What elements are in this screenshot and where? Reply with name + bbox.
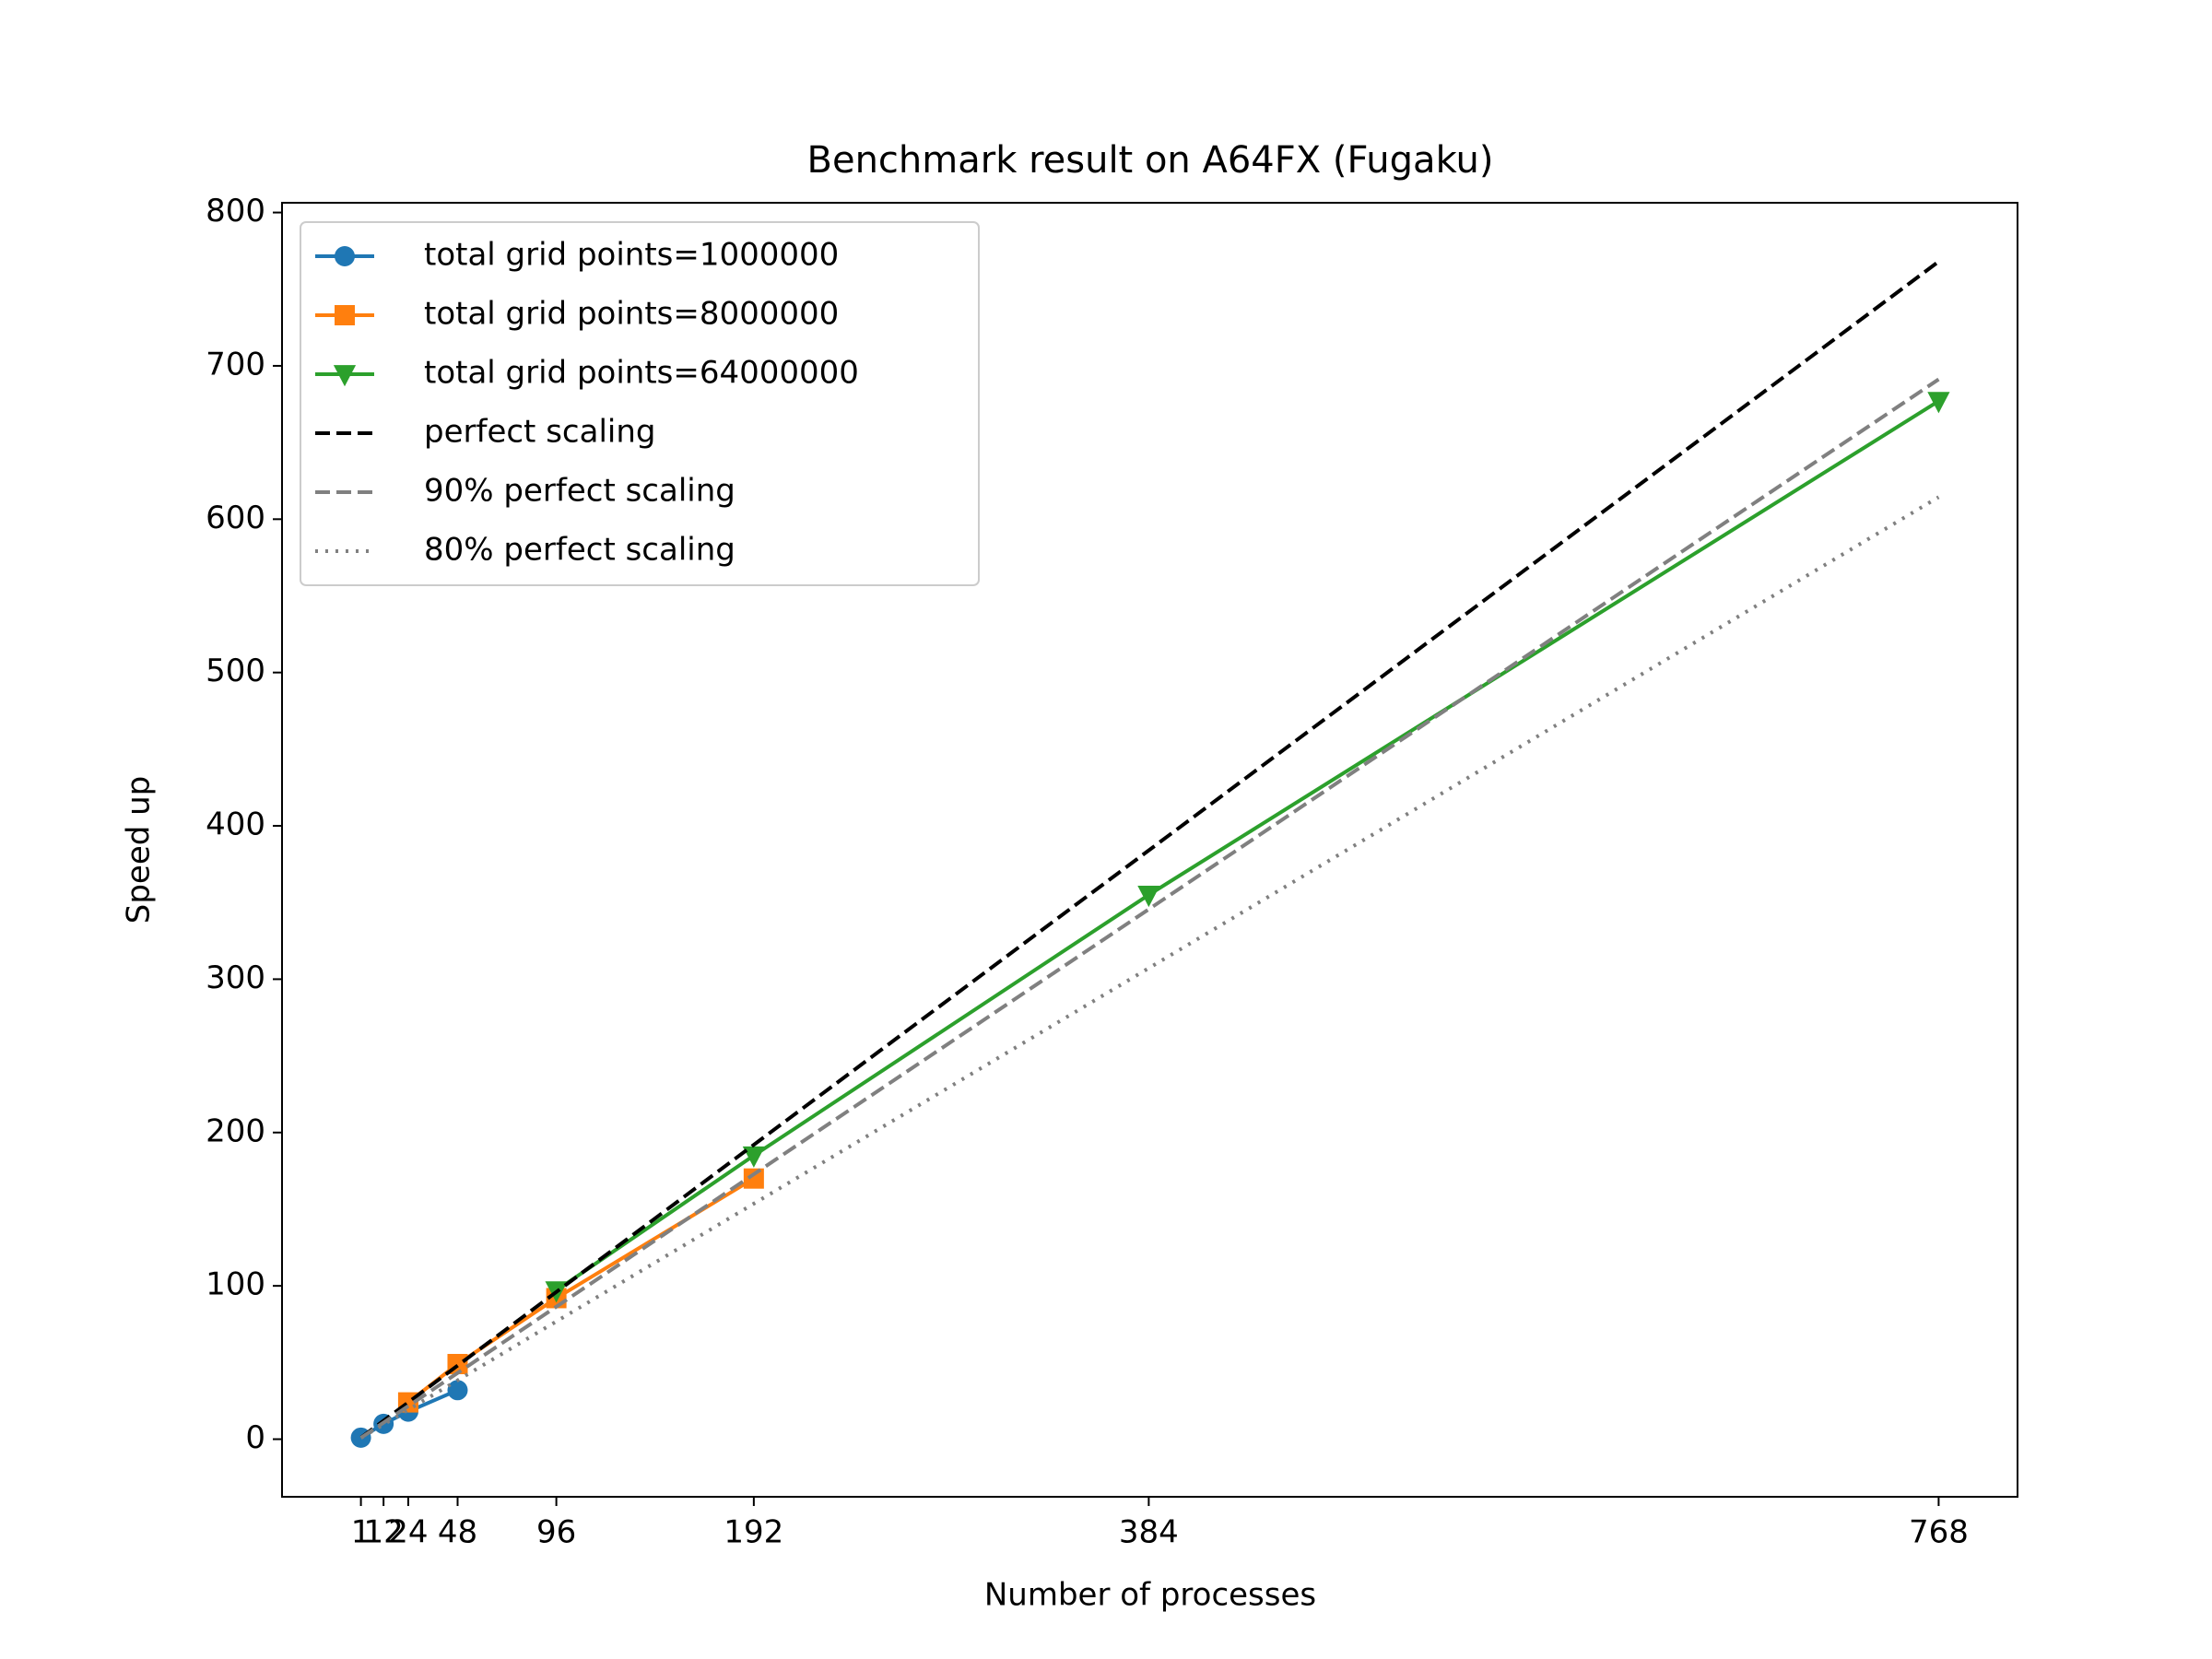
marker [743,1168,764,1189]
marker [1927,392,1950,414]
y-tick-label: 100 [206,1266,265,1303]
legend-marker [335,246,355,266]
x-tick-label: 192 [724,1514,783,1551]
y-tick-label: 0 [245,1419,265,1456]
series-line [555,399,1940,1292]
legend-box [300,221,980,586]
x-tick-label: 12 [364,1514,404,1551]
legend-label: 80% perfect scaling [424,532,735,569]
y-tick-label: 400 [206,806,265,843]
legend-label: total grid points=64000000 [424,355,859,392]
marker [447,1380,468,1401]
series-line [359,377,1940,1440]
x-tick-label: 768 [1909,1514,1969,1551]
x-tick-label: 1 [351,1514,371,1551]
legend-label: total grid points=8000000 [424,296,839,333]
marker [1137,886,1160,908]
x-axis-label: Number of processes [984,1577,1316,1614]
series-line [359,260,1940,1440]
legend-label: perfect scaling [424,414,655,451]
x-tick-label: 48 [438,1514,477,1551]
y-tick-label: 600 [206,500,265,536]
series-line [359,495,1940,1440]
marker [742,1146,765,1168]
chart-title: Benchmark result on A64FX (Fugaku) [807,139,1494,182]
axes-frame [281,202,2018,1498]
y-tick-label: 700 [206,346,265,382]
x-tick-label: 384 [1119,1514,1179,1551]
y-tick-label: 300 [206,959,265,996]
legend-marker [333,365,357,387]
legend-marker [335,305,355,325]
y-tick-label: 500 [206,653,265,689]
x-tick-label: 24 [388,1514,428,1551]
y-axis-label: Speed up [121,776,158,924]
x-tick-label: 96 [536,1514,576,1551]
legend-label: total grid points=1000000 [424,237,839,274]
y-tick-label: 800 [206,193,265,229]
y-tick-label: 200 [206,1112,265,1149]
legend-label: 90% perfect scaling [424,473,735,510]
